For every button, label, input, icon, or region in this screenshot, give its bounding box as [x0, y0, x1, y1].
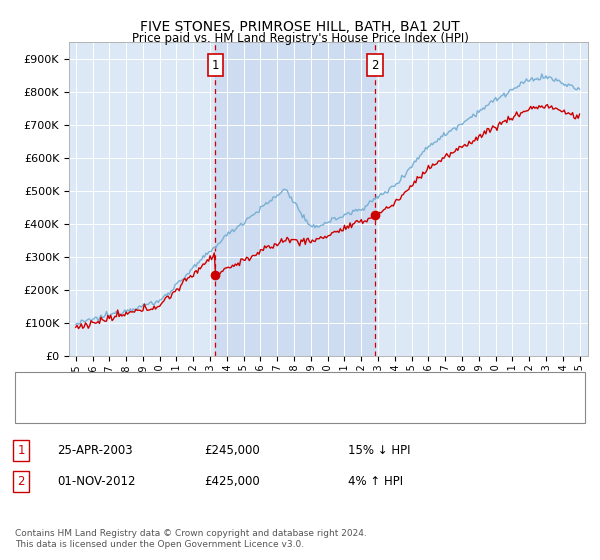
Text: Contains HM Land Registry data © Crown copyright and database right 2024.
This d: Contains HM Land Registry data © Crown c… — [15, 529, 367, 549]
Text: £425,000: £425,000 — [204, 475, 260, 488]
Text: 01-NOV-2012: 01-NOV-2012 — [57, 475, 136, 488]
Text: £245,000: £245,000 — [204, 444, 260, 458]
Text: FIVE STONES, PRIMROSE HILL, BATH, BA1 2UT: FIVE STONES, PRIMROSE HILL, BATH, BA1 2U… — [140, 20, 460, 34]
Text: 1: 1 — [212, 59, 219, 72]
Text: 25-APR-2003: 25-APR-2003 — [57, 444, 133, 458]
Text: 2: 2 — [17, 475, 25, 488]
Text: HPI: Average price, detached house, Bath and North East Somerset: HPI: Average price, detached house, Bath… — [72, 404, 440, 414]
Bar — [215, 42, 376, 356]
Text: FIVE STONES, PRIMROSE HILL, BATH, BA1 2UT (detached house): FIVE STONES, PRIMROSE HILL, BATH, BA1 2U… — [72, 381, 424, 391]
Text: 15% ↓ HPI: 15% ↓ HPI — [348, 444, 410, 458]
Text: 4% ↑ HPI: 4% ↑ HPI — [348, 475, 403, 488]
Text: 1: 1 — [17, 444, 25, 458]
Text: 2: 2 — [371, 59, 379, 72]
Text: Price paid vs. HM Land Registry's House Price Index (HPI): Price paid vs. HM Land Registry's House … — [131, 32, 469, 45]
